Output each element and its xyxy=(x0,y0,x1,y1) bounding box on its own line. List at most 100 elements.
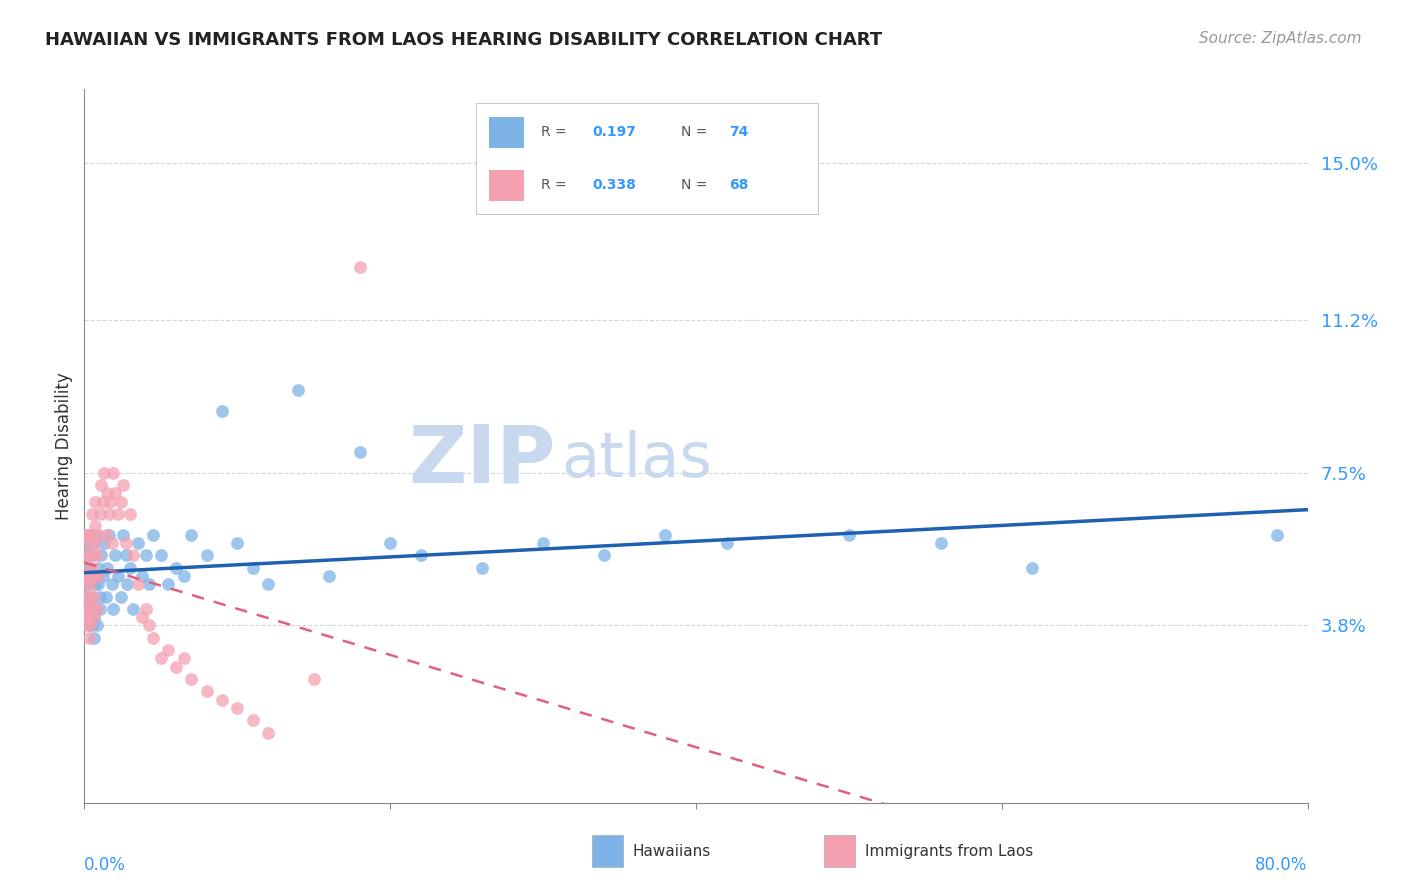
Point xyxy=(654,527,676,541)
Point xyxy=(84,602,107,616)
Text: 0.0%: 0.0% xyxy=(84,856,127,874)
Point xyxy=(77,610,100,624)
Point xyxy=(101,577,124,591)
Point xyxy=(84,577,107,591)
Point xyxy=(149,549,172,563)
Point xyxy=(75,560,97,574)
Point xyxy=(115,577,138,591)
Point xyxy=(86,569,108,583)
Point xyxy=(103,466,125,480)
Point xyxy=(287,384,309,398)
Point xyxy=(103,602,125,616)
Point xyxy=(131,610,153,624)
Point xyxy=(80,507,103,521)
Point xyxy=(114,549,136,563)
Point xyxy=(318,569,340,583)
Point xyxy=(91,494,114,508)
Point xyxy=(94,527,117,541)
Point xyxy=(135,549,157,563)
Point xyxy=(838,527,860,541)
Point xyxy=(83,610,105,624)
Point xyxy=(226,536,249,550)
Point xyxy=(76,610,98,624)
Text: Source: ZipAtlas.com: Source: ZipAtlas.com xyxy=(1198,31,1361,46)
Point xyxy=(122,602,145,616)
Point xyxy=(80,549,103,563)
Point xyxy=(257,577,280,591)
Point xyxy=(77,527,100,541)
Point xyxy=(93,466,115,480)
Point xyxy=(110,590,132,604)
Point xyxy=(165,659,187,673)
Point xyxy=(80,590,103,604)
Point xyxy=(142,631,165,645)
Point xyxy=(77,536,100,550)
Point xyxy=(94,590,117,604)
Point xyxy=(75,590,97,604)
Point xyxy=(211,404,233,418)
Point xyxy=(127,577,149,591)
Text: 80.0%: 80.0% xyxy=(1256,856,1308,874)
Point xyxy=(76,569,98,583)
Point xyxy=(83,631,105,645)
Point xyxy=(157,643,180,657)
Text: atlas: atlas xyxy=(561,430,713,491)
Point xyxy=(79,602,101,616)
Point xyxy=(716,536,738,550)
Point xyxy=(93,536,115,550)
Point xyxy=(195,549,218,563)
Point xyxy=(75,577,97,591)
Text: Immigrants from Laos: Immigrants from Laos xyxy=(865,844,1033,859)
Point xyxy=(77,631,100,645)
Point xyxy=(593,549,616,563)
Point xyxy=(75,602,97,616)
Point xyxy=(89,507,111,521)
Point xyxy=(87,569,110,583)
Point xyxy=(83,569,105,583)
Point xyxy=(120,560,142,574)
Point xyxy=(157,577,180,591)
Point xyxy=(75,577,97,591)
Point xyxy=(79,618,101,632)
Point xyxy=(76,590,98,604)
Point xyxy=(195,684,218,698)
Point xyxy=(104,549,127,563)
Point xyxy=(127,536,149,550)
Bar xyxy=(592,835,623,867)
Point xyxy=(77,527,100,541)
Point xyxy=(471,560,494,574)
Point xyxy=(180,527,202,541)
Point xyxy=(84,536,107,550)
Point xyxy=(76,569,98,583)
Point xyxy=(75,549,97,563)
Point xyxy=(98,494,121,508)
Point xyxy=(76,618,98,632)
Point xyxy=(349,445,371,459)
Point xyxy=(97,527,120,541)
Point xyxy=(96,486,118,500)
Point xyxy=(77,602,100,616)
Point xyxy=(929,536,952,550)
Point xyxy=(91,569,114,583)
Point xyxy=(84,527,107,541)
Point xyxy=(86,549,108,563)
Point xyxy=(380,536,402,550)
Point xyxy=(79,590,101,604)
Point xyxy=(120,507,142,521)
Point xyxy=(87,527,110,541)
Point xyxy=(107,569,129,583)
Point xyxy=(76,560,98,574)
Text: HAWAIIAN VS IMMIGRANTS FROM LAOS HEARING DISABILITY CORRELATION CHART: HAWAIIAN VS IMMIGRANTS FROM LAOS HEARING… xyxy=(45,31,882,49)
Point xyxy=(211,692,233,706)
Point xyxy=(135,602,157,616)
Point xyxy=(409,549,432,563)
Point xyxy=(149,651,172,665)
Point xyxy=(138,618,160,632)
Point xyxy=(1265,527,1288,541)
Point xyxy=(80,549,103,563)
Point xyxy=(77,549,100,563)
Point xyxy=(79,560,101,574)
Point xyxy=(111,527,134,541)
Text: ZIP: ZIP xyxy=(408,421,555,500)
Text: Hawaiians: Hawaiians xyxy=(633,844,710,859)
